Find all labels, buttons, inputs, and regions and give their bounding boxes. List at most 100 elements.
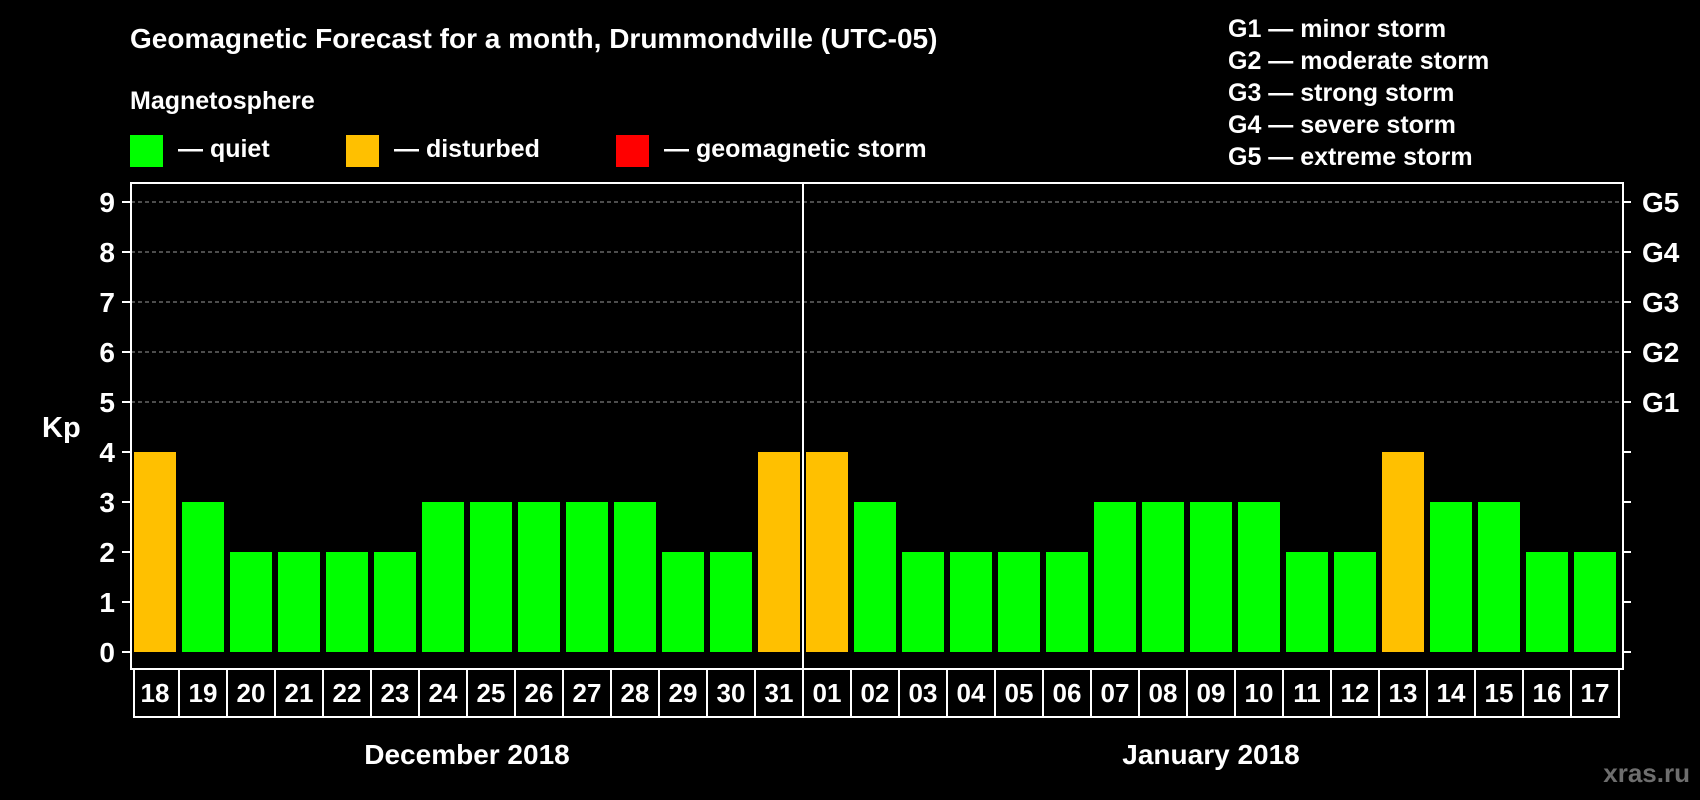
bar-03 — [902, 552, 944, 652]
day-label-20: 20 — [237, 678, 266, 708]
bar-29 — [662, 552, 704, 652]
day-label-17: 17 — [1581, 678, 1610, 708]
y-tick-label-3: 3 — [99, 487, 115, 518]
storm-level-label-G2: G2 — [1642, 337, 1679, 368]
bar-30 — [710, 552, 752, 652]
day-label-01: 01 — [813, 678, 842, 708]
storm-level-label-G1: G1 — [1642, 387, 1679, 418]
bar-02 — [854, 502, 896, 652]
storm-level-label-G4: G4 — [1642, 237, 1680, 268]
storm-scale-legend: G1 — minor storm G2 — moderate storm G3 — … — [1228, 15, 1489, 171]
bar-13 — [1382, 452, 1424, 652]
bar-27 — [566, 502, 608, 652]
storm-scale-item-2: G3 — strong storm — [1228, 79, 1454, 107]
day-label-28: 28 — [621, 678, 650, 708]
month-label-0: December 2018 — [364, 739, 569, 770]
legend-swatch-2 — [616, 135, 649, 167]
day-label-03: 03 — [909, 678, 938, 708]
x-axis-day-labels: 18 19 20 21 22 23 24 25 26 27 28 29 30 31 01 02 03 04 05 06… — [133, 668, 1620, 718]
day-label-10: 10 — [1245, 678, 1274, 708]
bar-22 — [326, 552, 368, 652]
y-tick-label-9: 9 — [99, 187, 115, 218]
bar-14 — [1430, 502, 1472, 652]
bar-18 — [134, 452, 176, 652]
day-label-12: 12 — [1341, 678, 1370, 708]
day-label-09: 09 — [1197, 678, 1226, 708]
day-label-13: 13 — [1389, 678, 1418, 708]
bar-08 — [1142, 502, 1184, 652]
bar-04 — [950, 552, 992, 652]
chart-title: Geomagnetic Forecast for a month, Drummo… — [130, 23, 937, 54]
grid-lines — [131, 201, 1623, 403]
bar-31 — [758, 452, 800, 652]
day-label-05: 05 — [1005, 678, 1034, 708]
storm-scale-item-4: G5 — extreme storm — [1228, 143, 1473, 171]
bar-07 — [1094, 502, 1136, 652]
bar-24 — [422, 502, 464, 652]
bar-19 — [182, 502, 224, 652]
day-label-31: 31 — [765, 678, 794, 708]
y-tick-label-6: 6 — [99, 337, 115, 368]
bar-23 — [374, 552, 416, 652]
day-label-27: 27 — [573, 678, 602, 708]
day-label-11: 11 — [1293, 678, 1321, 708]
bars — [134, 452, 1616, 652]
y-axis: 0 1 2 3 4 5 6 7 8 9 — [99, 187, 131, 668]
bar-11 — [1286, 552, 1328, 652]
bar-12 — [1334, 552, 1376, 652]
y-tick-label-4: 4 — [99, 437, 115, 468]
day-label-07: 07 — [1101, 678, 1130, 708]
bar-21 — [278, 552, 320, 652]
bar-01 — [806, 452, 848, 652]
day-label-15: 15 — [1485, 678, 1514, 708]
legend-swatch-1 — [346, 135, 379, 167]
bar-05 — [998, 552, 1040, 652]
watermark: xras.ru — [1603, 758, 1690, 788]
day-label-25: 25 — [477, 678, 506, 708]
day-label-02: 02 — [861, 678, 890, 708]
day-label-23: 23 — [381, 678, 410, 708]
y-tick-label-2: 2 — [99, 537, 115, 568]
legend-label-1: — disturbed — [394, 135, 540, 163]
month-label-1: January 2018 — [1122, 739, 1299, 770]
storm-scale-item-0: G1 — minor storm — [1228, 15, 1446, 43]
bar-25 — [470, 502, 512, 652]
day-label-29: 29 — [669, 678, 698, 708]
y-axis-label: Kp — [42, 412, 81, 444]
bar-20 — [230, 552, 272, 652]
day-label-21: 21 — [285, 678, 314, 708]
storm-scale-item-1: G2 — moderate storm — [1228, 47, 1489, 75]
day-label-19: 19 — [189, 678, 218, 708]
bar-26 — [518, 502, 560, 652]
day-label-24: 24 — [429, 678, 458, 708]
y-tick-label-8: 8 — [99, 237, 115, 268]
legend-label-0: — quiet — [178, 135, 270, 163]
month-labels: December 2018 January 2018 — [364, 739, 1299, 770]
day-label-14: 14 — [1437, 678, 1466, 708]
day-label-26: 26 — [525, 678, 554, 708]
day-label-06: 06 — [1053, 678, 1082, 708]
bar-28 — [614, 502, 656, 652]
bar-16 — [1526, 552, 1568, 652]
y-tick-label-1: 1 — [99, 587, 115, 618]
legend: — quiet — disturbed — geomagnetic storm — [130, 135, 927, 167]
bar-10 — [1238, 502, 1280, 652]
day-label-16: 16 — [1533, 678, 1562, 708]
storm-level-label-G3: G3 — [1642, 287, 1679, 318]
legend-label-2: — geomagnetic storm — [664, 135, 927, 163]
y-tick-label-7: 7 — [99, 287, 115, 318]
y-tick-label-0: 0 — [99, 637, 115, 668]
day-label-22: 22 — [333, 678, 362, 708]
day-label-04: 04 — [957, 678, 986, 708]
legend-swatch-0 — [130, 135, 163, 167]
day-label-30: 30 — [717, 678, 746, 708]
bar-09 — [1190, 502, 1232, 652]
bar-17 — [1574, 552, 1616, 652]
storm-level-axis: G1 G2 G3 G4 G5 — [1623, 187, 1680, 653]
y-tick-label-5: 5 — [99, 387, 115, 418]
bar-15 — [1478, 502, 1520, 652]
legend-heading: Magnetosphere — [130, 87, 315, 115]
day-label-18: 18 — [141, 678, 170, 708]
day-label-frame — [133, 668, 1620, 718]
